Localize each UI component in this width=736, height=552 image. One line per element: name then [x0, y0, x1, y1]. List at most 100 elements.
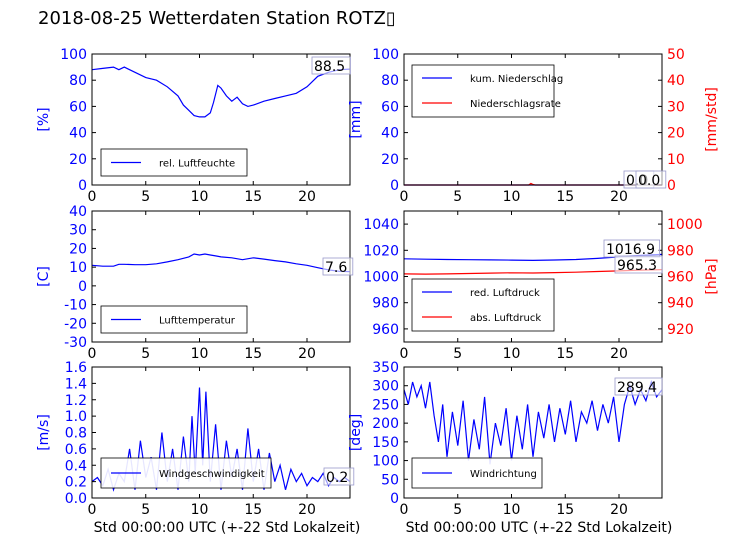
temperature-ytick-label: 0 [78, 279, 87, 295]
winddirection-xtick-label: 20 [610, 502, 628, 518]
precipitation-xtick-label: 10 [503, 189, 521, 205]
humidity-xtick-label: 5 [141, 189, 150, 205]
winddirection-ytick-label: 150 [372, 435, 399, 451]
windspeed-ytick-label: 1.0 [65, 409, 87, 425]
temperature-ytick-label: 30 [69, 223, 87, 239]
pressure-ytick-right-label: 940 [667, 296, 694, 312]
precipitation-annotation: 0.0 [638, 173, 660, 189]
temperature-ytick-label: 40 [69, 204, 87, 220]
temperature-ylabel: [C] [36, 266, 52, 287]
pressure-xtick-label: 0 [400, 346, 409, 362]
page-title: 2018-08-25 Wetterdaten Station ROTZ▯ [38, 8, 396, 29]
temperature-ytick-label: -30 [64, 335, 87, 351]
humidity-plot-frame [91, 53, 351, 186]
temperature-xtick-label: 0 [88, 346, 97, 362]
windspeed-annotation: 0.2 [326, 470, 348, 486]
precipitation-ylabel: [mm] [348, 100, 364, 138]
windspeed-ytick-label: 0.6 [65, 442, 87, 458]
winddirection-ytick-label: 300 [372, 379, 399, 395]
humidity-xtick-label: 0 [88, 189, 97, 205]
precipitation-ytick-right-label: 20 [667, 126, 685, 142]
temperature-ytick-label: 20 [69, 241, 87, 257]
humidity-xtick-label: 15 [244, 189, 262, 205]
windspeed-xtick-label: 20 [298, 502, 316, 518]
temperature-legend-label: Lufttemperatur [159, 316, 236, 327]
winddirection-xtick-label: 0 [400, 502, 409, 518]
windspeed-xtick-label: 15 [244, 502, 262, 518]
precipitation-legend-label: kum. Niederschlag [470, 74, 563, 85]
humidity-legend-label: rel. Luftfeuchte [159, 159, 235, 170]
precipitation-plot-frame [403, 53, 663, 186]
humidity-annotation: 88.5 [314, 59, 345, 75]
pressure-ytick-right-label: 920 [667, 322, 694, 338]
winddirection-ytick-label: 200 [372, 416, 399, 432]
temperature-xtick-label: 15 [244, 346, 262, 362]
pressure-legend-label: abs. Luftdruck [470, 313, 541, 324]
windspeed-ytick-label: 1.2 [65, 393, 87, 409]
humidity-xtick-label: 10 [191, 189, 209, 205]
windspeed-ytick-label: 0.4 [65, 458, 87, 474]
pressure-ytick-label: 980 [372, 296, 399, 312]
precipitation-legend-box [411, 64, 555, 118]
humidity-ytick-label: 0 [78, 178, 87, 194]
windspeed-ylabel: [m/s] [36, 414, 52, 451]
pressure-ytick-right-label: 980 [667, 243, 694, 259]
windspeed-xtick-label: 10 [191, 502, 209, 518]
precipitation-ytick-label: 40 [381, 126, 399, 142]
windspeed-ytick-label: 0.0 [65, 491, 87, 507]
temperature-xtick-label: 10 [191, 346, 209, 362]
humidity-ytick-label: 60 [69, 99, 87, 115]
humidity-ytick-label: 20 [69, 152, 87, 168]
pressure-ylabel-right: [hPa] [704, 258, 720, 294]
windspeed-legend-label: Windgeschwindigkeit [159, 469, 265, 480]
pressure-ytick-label: 960 [372, 322, 399, 338]
precipitation-ytick-right-label: 0 [667, 178, 676, 194]
precipitation-ylabel-right: [mm/std] [704, 87, 720, 152]
winddirection-annotation: 289.4 [617, 380, 657, 396]
temperature-plot-frame [91, 210, 351, 343]
precipitation-xtick-label: 20 [610, 189, 628, 205]
pressure-legend-box [411, 278, 555, 332]
pressure-ytick-right-label: 1000 [667, 217, 703, 233]
winddirection-ytick-label: 50 [381, 472, 399, 488]
windspeed-ytick-label: 0.8 [65, 426, 87, 442]
pressure-legend-label: red. Luftdruck [470, 288, 540, 299]
pressure-ytick-label: 1000 [363, 270, 399, 286]
windspeed-xtick-label: 0 [88, 502, 97, 518]
humidity-series-0-line [91, 66, 351, 118]
windspeed-ytick-label: 0.2 [65, 475, 87, 491]
winddirection-ylabel: [deg] [348, 414, 364, 451]
winddirection-ytick-label: 250 [372, 397, 399, 413]
pressure-xtick-label: 15 [556, 346, 574, 362]
precipitation-ytick-label: 0 [390, 178, 399, 194]
precipitation-ytick-right-label: 40 [667, 73, 685, 89]
winddirection-legend-label: Windrichtung [470, 469, 537, 480]
precipitation-annotation-box [635, 170, 667, 189]
winddirection-ytick-label: 0 [390, 491, 399, 507]
temperature-xtick-label: 20 [298, 346, 316, 362]
temperature-annotation-box [322, 257, 354, 276]
winddirection-ytick-label: 100 [372, 454, 399, 470]
pressure-annotation: 1016.9 [606, 242, 655, 258]
winddirection-annotation-box [614, 377, 663, 396]
pressure-ytick-right-label: 960 [667, 270, 694, 286]
precipitation-ytick-right-label: 50 [667, 47, 685, 63]
temperature-xtick-label: 5 [141, 346, 150, 362]
winddirection-xtick-label: 5 [453, 502, 462, 518]
temperature-ytick-label: -10 [64, 298, 87, 314]
humidity-ytick-label: 100 [60, 47, 87, 63]
precipitation-xtick-label: 0 [400, 189, 409, 205]
winddirection-ytick-label: 350 [372, 360, 399, 376]
temperature-ytick-label: 10 [69, 260, 87, 276]
humidity-ytick-label: 80 [69, 73, 87, 89]
windspeed-ytick-label: 1.4 [65, 376, 87, 392]
winddirection-plot-frame [403, 366, 663, 499]
winddirection-series-0-line [403, 380, 663, 465]
precipitation-ytick-label: 100 [372, 47, 399, 63]
pressure-ytick-label: 1040 [363, 217, 399, 233]
temperature-ytick-label: -20 [64, 316, 87, 332]
winddirection-xtick-label: 15 [556, 502, 574, 518]
temperature-series-0-line [91, 253, 351, 273]
winddirection-xlabel: Std 00:00:00 UTC (+-22 Std Lokalzeit) [406, 520, 673, 536]
